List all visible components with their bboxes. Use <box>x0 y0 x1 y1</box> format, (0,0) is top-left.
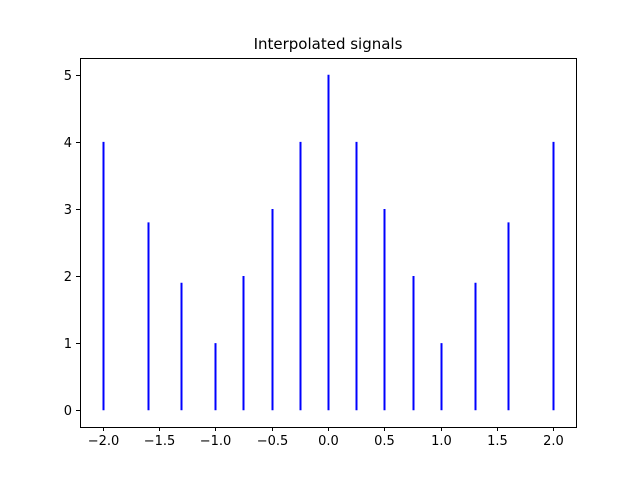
x-tick-label: −0.5 <box>257 434 289 449</box>
x-axis-ticks: −2.0 −1.5 −1.0 −0.5 0.0 0.5 1.0 1.5 2.0 <box>88 427 564 449</box>
x-tick-label: −2.0 <box>88 434 120 449</box>
y-tick-label: 3 <box>64 203 72 218</box>
x-tick-label: 1.5 <box>487 434 508 449</box>
x-tick-label: 1.0 <box>431 434 452 449</box>
y-tick-label: 5 <box>64 69 72 84</box>
y-tick-label: 4 <box>64 136 72 151</box>
y-axis-ticks: 0 1 2 3 4 5 <box>64 69 80 419</box>
y-tick-label: 1 <box>64 337 72 352</box>
x-tick-label: 2.0 <box>543 434 564 449</box>
plot-area-frame <box>80 58 577 428</box>
x-tick-label: −1.5 <box>144 434 176 449</box>
y-tick-label: 2 <box>64 270 72 285</box>
y-tick-label: 0 <box>64 404 72 419</box>
x-tick-label: 0.0 <box>318 434 339 449</box>
stem-series <box>102 74 555 411</box>
x-tick-label: 0.5 <box>374 434 395 449</box>
x-tick-label: −1.0 <box>200 434 232 449</box>
chart-title: Interpolated signals <box>254 35 403 53</box>
